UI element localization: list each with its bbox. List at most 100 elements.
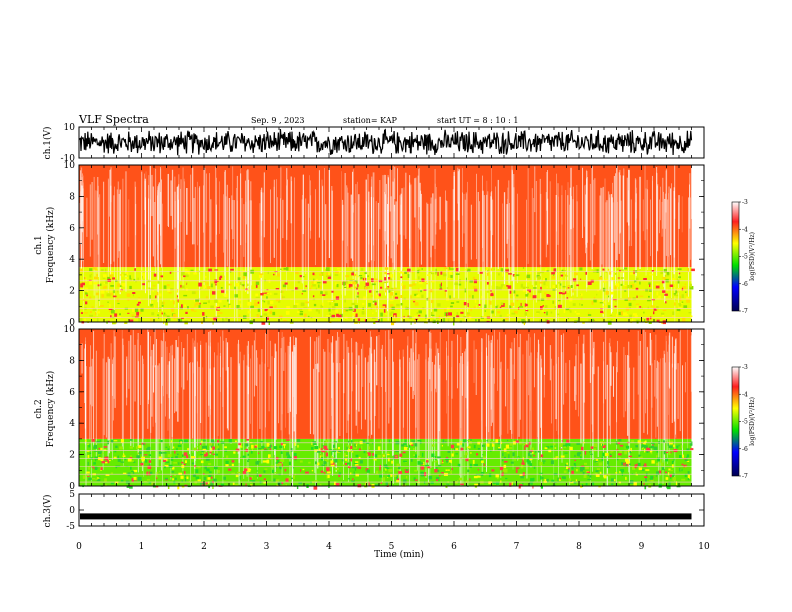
spectrogram-speckle [675,299,677,301]
spectrogram-speckle [514,293,516,297]
spectrogram-speckle [88,444,91,448]
spectrogram-speckle [172,314,177,319]
spectrogram-speckle [537,272,541,275]
spectrogram-speckle [156,291,159,296]
spectrogram-streak [273,186,275,258]
spectrogram-speckle [319,483,322,486]
spectrogram-speckle [137,277,139,281]
spectrogram-speckle [610,450,612,454]
spectrogram-speckle [679,468,683,471]
spectrogram-streak [555,329,557,420]
spectrogram-speckle [533,454,535,457]
spectrogram-speckle [321,464,325,466]
spectrogram-speckle [683,305,688,309]
spectrogram-streak [232,200,234,239]
spectrogram-streak [429,330,431,380]
spectrogram-speckle [544,305,548,309]
spectrogram-speckle [396,303,400,307]
spectrogram-streak [84,348,85,403]
spectrogram-speckle [186,476,189,479]
spectrogram-streak [645,332,647,414]
spectrogram-speckle [551,479,555,482]
spectrogram-speckle [315,287,317,290]
spectrogram-speckle [101,460,106,464]
spectrogram-speckle [656,319,660,322]
spectrogram-speckle [407,268,411,273]
spectrogram-speckle [681,463,684,466]
spectrogram-streak [690,335,692,392]
spectrogram-streak [389,339,391,408]
spectrogram-speckle [346,462,351,465]
spectrogram-speckle [205,296,208,299]
spectrogram-speckle [357,292,359,295]
spectrogram-streak [168,361,170,419]
spectrogram-streak [392,338,394,456]
spectrogram-speckle [180,284,182,288]
date-label: Sep. 9 , 2023 [251,116,305,125]
spectrogram-speckle [651,460,655,464]
spectrogram-speckle [584,462,587,465]
spectrogram-speckle [564,452,568,454]
spectrogram-speckle [632,287,634,290]
spectrogram-speckle [573,272,578,276]
spectrogram-speckle [390,311,394,314]
spectrogram-speckle [120,461,125,463]
spectrogram-speckle [298,482,303,485]
spectrogram-speckle [648,282,651,285]
spectrogram-speckle [320,304,324,308]
x-tick-label: 4 [326,542,332,552]
spectrogram-speckle [505,317,509,320]
spectrogram-speckle [594,269,598,273]
spectrogram-speckle [450,275,453,278]
spectrogram-speckle [587,478,591,481]
spectrogram-speckle [509,305,512,309]
spectrogram-streak [80,170,82,245]
spectrogram-speckle [183,463,186,466]
spectrogram-speckle [124,307,128,310]
spectrogram-streak [507,198,509,259]
spectrogram-speckle [518,484,521,489]
spectrogram-speckle [662,309,667,311]
spectrogram-streak [670,188,672,256]
spectrogram-streak [664,198,666,303]
spectrogram-speckle [676,485,681,488]
spectrogram-speckle [219,275,223,279]
spectrogram-speckle [209,451,212,454]
spectrogram-speckle [136,303,140,306]
spectrogram-speckle [516,294,519,297]
spectrogram-speckle [460,309,463,312]
spectrogram-speckle [187,448,189,450]
spectrogram-speckle [167,448,170,452]
spectrogram-speckle [439,283,442,287]
spectrogram-speckle [82,475,86,479]
spectrogram-streak [274,343,276,474]
spectrogram-streak [174,358,176,414]
spectrogram-speckle [660,270,663,275]
spectrogram-speckle [525,444,529,448]
spectrogram-speckle [110,439,114,443]
spectrogram-streak [606,364,608,503]
spectrogram-streak [375,201,377,313]
spectrogram-speckle [356,319,358,323]
spectrogram-speckle [401,444,405,447]
spectrogram-speckle [187,306,189,310]
spectrogram-speckle [579,303,581,306]
spectrogram-streak [192,338,194,453]
spectrogram-speckle [266,316,269,320]
spectrogram-streak [470,204,472,260]
spectrogram-speckle [403,460,407,463]
spectrogram-speckle [382,477,386,482]
spectrogram-speckle [380,312,383,317]
spectrogram-streak [291,181,293,272]
spectrogram-speckle [540,485,543,489]
spectrogram-speckle [178,462,180,465]
spectrogram-speckle [614,285,617,290]
spectrogram-speckle [123,453,125,455]
spectrogram-speckle [469,280,474,283]
spectrogram-speckle [129,278,132,281]
spectrogram-streak [415,343,417,453]
spectrogram-streak [227,367,229,431]
spectrogram-speckle [598,276,603,280]
spectrogram-speckle [486,268,490,272]
